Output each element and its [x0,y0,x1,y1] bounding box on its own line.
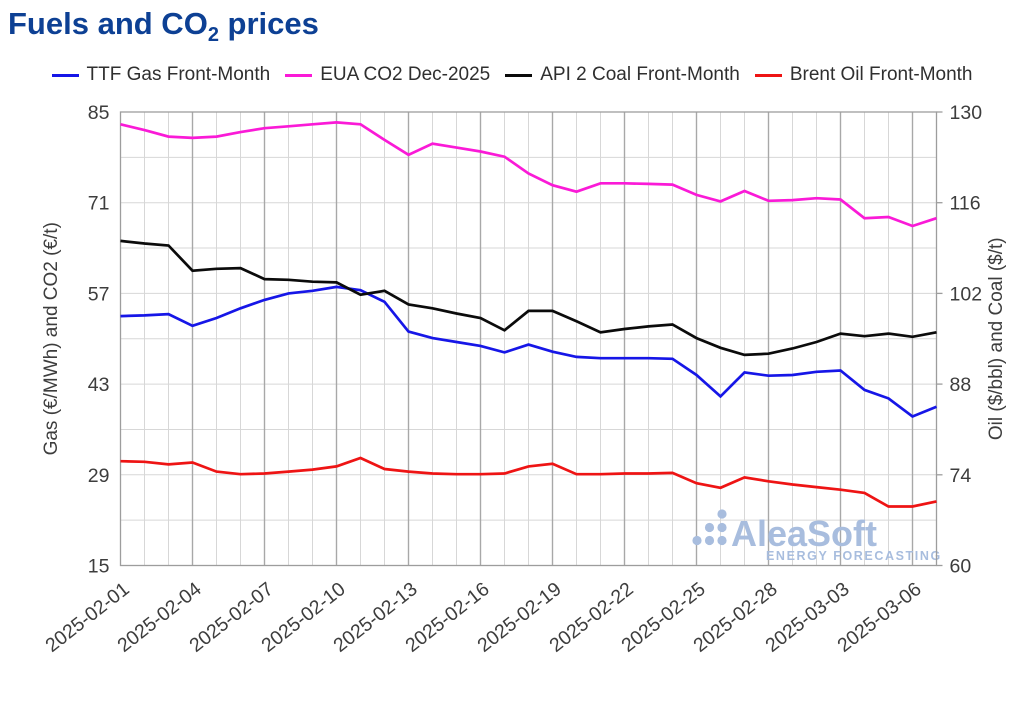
page-title: Fuels and CO2 prices [8,6,319,47]
right-tick-label: 88 [950,374,972,396]
legend-item-brent-oil-front-month: Brent Oil Front-Month [754,64,973,86]
title-prefix: Fuels and CO [8,6,208,41]
watermark-dot [704,535,715,546]
legend-swatch-brent-oil-front-month [754,73,782,77]
series-brent-oil-front-month-line [120,456,937,508]
left-tick-label: 85 [88,102,110,124]
legend-item-ttf-gas-front-month: TTF Gas Front-Month [51,64,271,86]
watermark-dot [717,522,727,533]
y-axis-title-right: Oil ($/bbl) and Coal ($/t) [986,237,1007,440]
plot-frame [119,111,938,567]
right-tick-label: 116 [950,193,981,215]
left-tick-label: 15 [88,556,110,578]
y-axis-title-left: Gas (€/MWh) and CO2 (€/t) [41,222,62,455]
legend-label-ttf-gas-front-month: TTF Gas Front-Month [86,64,271,85]
legend-label-eua-co2-dec-2025: EUA CO2 Dec-2025 [320,64,491,85]
watermark-dot [717,509,727,519]
legend-swatch-eua-co2-dec-2025 [285,73,313,77]
right-tick-label: 102 [950,283,983,305]
watermark-tagline: ENERGY FORECASTING [766,549,942,563]
legend-item-eua-co2-dec-2025: EUA CO2 Dec-2025 [285,64,490,86]
left-tick-label: 57 [88,283,110,305]
legend-swatch-api-2-coal-front-month [505,73,533,77]
left-axis-tick-labels: 15 29 43 57 71 85 [88,102,110,578]
chart-legend: TTF Gas Front-Month EUA CO2 Dec-2025 API 2… [0,64,1024,86]
right-tick-label: 130 [950,102,983,124]
legend-item-api-2-coal-front-month: API 2 Coal Front-Month [505,64,740,86]
watermark-name: AleaSoft [731,513,877,554]
legend-swatch-ttf-gas-front-month [51,73,79,77]
right-tick-label: 74 [950,465,972,487]
right-axis-tick-labels: 60 74 88 102 116 130 [950,102,983,578]
watermark-dot [717,535,727,546]
series-ttf-gas-front-month-line [120,285,938,419]
left-tick-label: 71 [88,193,110,215]
right-tick-label: 60 [950,556,972,578]
left-tick-label: 29 [88,465,110,487]
title-co2-subscript: 2 [207,24,219,47]
title-suffix: prices [218,6,319,41]
legend-label-api-2-coal-front-month: API 2 Coal Front-Month [540,64,740,85]
legend-label-brent-oil-front-month: Brent Oil Front-Month [789,64,973,85]
left-tick-label: 43 [88,374,110,396]
series-api-2-coal-front-month-line [120,239,937,357]
watermark-dot [704,522,715,533]
x-axis-tick-labels: 2025-02-012025-02-042025-02-072025-02-10… [41,578,925,657]
watermark-dot [692,535,702,546]
series-eua-co2-dec-2025-line [120,121,937,228]
